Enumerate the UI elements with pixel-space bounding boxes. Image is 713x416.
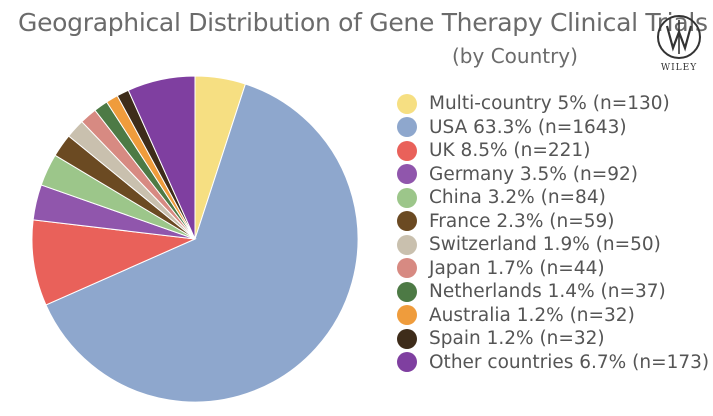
pie-slice-usa	[45, 83, 359, 403]
legend-swatch	[397, 258, 417, 279]
legend-label: Australia 1.2% (n=32)	[429, 304, 635, 326]
legend-item: UK 8.5% (n=221)	[397, 139, 709, 163]
legend: Multi-country 5% (n=130) USA 63.3% (n=164…	[397, 92, 709, 374]
legend-label: USA 63.3% (n=1643)	[429, 116, 627, 138]
legend-swatch	[397, 140, 417, 161]
legend-item: USA 63.3% (n=1643)	[397, 116, 709, 140]
legend-label: Switzerland 1.9% (n=50)	[429, 234, 661, 256]
legend-label: Other countries 6.7% (n=173)	[429, 351, 710, 373]
legend-swatch	[397, 328, 417, 349]
legend-swatch	[397, 211, 417, 232]
legend-label: UK 8.5% (n=221)	[429, 140, 591, 162]
legend-label: Japan 1.7% (n=44)	[429, 257, 605, 279]
legend-label: China 3.2% (n=84)	[429, 187, 606, 209]
legend-item: Spain 1.2% (n=32)	[397, 327, 709, 351]
wiley-logo-text: WILEY	[660, 63, 698, 73]
legend-swatch	[397, 305, 417, 326]
pie-slice-other-countries	[127, 75, 196, 240]
legend-swatch	[397, 187, 417, 208]
chart-title: Geographical Distribution of Gene Therap…	[18, 8, 708, 37]
wiley-logo-icon	[657, 15, 701, 59]
legend-item: Australia 1.2% (n=32)	[397, 304, 709, 328]
legend-item: Japan 1.7% (n=44)	[397, 257, 709, 281]
legend-item: Other countries 6.7% (n=173)	[397, 351, 709, 375]
legend-label: Spain 1.2% (n=32)	[429, 328, 605, 350]
pie-slice-uk	[31, 219, 197, 306]
legend-item: Germany 3.5% (n=92)	[397, 163, 709, 187]
legend-swatch	[397, 281, 417, 302]
legend-label: Netherlands 1.4% (n=37)	[429, 281, 666, 303]
legend-swatch	[397, 117, 417, 138]
legend-item: Netherlands 1.4% (n=37)	[397, 280, 709, 304]
legend-swatch	[397, 352, 417, 373]
legend-label: France 2.3% (n=59)	[429, 210, 615, 232]
legend-swatch	[397, 93, 417, 114]
legend-label: Germany 3.5% (n=92)	[429, 163, 638, 185]
chart-subtitle: (by Country)	[452, 44, 578, 68]
legend-item: Multi-country 5% (n=130)	[397, 92, 709, 116]
legend-item: Switzerland 1.9% (n=50)	[397, 233, 709, 257]
legend-swatch	[397, 164, 417, 185]
legend-item: China 3.2% (n=84)	[397, 186, 709, 210]
legend-label: Multi-country 5% (n=130)	[429, 93, 670, 115]
legend-item: France 2.3% (n=59)	[397, 210, 709, 234]
legend-swatch	[397, 234, 417, 255]
